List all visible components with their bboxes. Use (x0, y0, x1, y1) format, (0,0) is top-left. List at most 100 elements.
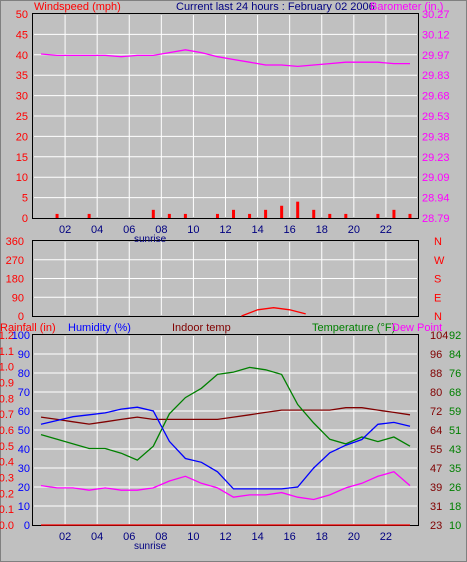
axis-labels: 5045403530252015105030.2730.1229.9729.83… (0, 9, 461, 552)
hour-tick-label: 06 (123, 531, 135, 543)
temperature-tick-label: 43 (449, 444, 461, 456)
hour-tick-label: 02 (59, 531, 71, 543)
humidity-tick-label: 50 (18, 425, 30, 437)
dew-point-label: Dew Point (392, 322, 442, 334)
temperature-tick-label: 59 (449, 406, 461, 418)
hour-tick-label: 16 (284, 531, 296, 543)
windspeed-tick-label: 25 (16, 111, 28, 123)
windspeed-tick-label: 40 (16, 50, 28, 62)
temperature-tick-label: 68 (449, 387, 461, 399)
windspeed-bar (344, 213, 348, 218)
humidity-tick-label: 20 (18, 482, 30, 494)
indoor-temp-label: Indoor temp (172, 322, 231, 334)
humidity-tick-label: 10 (18, 501, 30, 513)
hour-tick-label: 22 (380, 224, 392, 236)
rainfall-tick-label: 0.8 (0, 393, 14, 405)
indoor-temp-tick-label: 39 (430, 482, 442, 494)
windspeed-bar (392, 209, 396, 218)
rainfall-tick-label: 0.5 (0, 441, 14, 453)
temperature-tick-label: 10 (449, 520, 461, 532)
windspeed-tick-label: 30 (16, 91, 28, 103)
indoor-temp-tick-label: 88 (430, 368, 442, 380)
temperature-line (40, 366, 411, 461)
barometer-tick-label: 30.12 (422, 29, 450, 41)
direction-tick-label: 0 (18, 311, 24, 323)
compass-tick-label: S (434, 274, 441, 286)
compass-tick-label: E (434, 292, 441, 304)
grid-panel1 (34, 15, 417, 217)
temperature-tick-label: 18 (449, 501, 461, 513)
compass-tick-label: W (434, 255, 445, 267)
windspeed-axis-label: Windspeed (mph) (34, 1, 121, 13)
grid-panel2 (34, 242, 417, 315)
windspeed-bar (183, 213, 187, 218)
temperature-tick-label: 35 (449, 463, 461, 475)
direction-tick-label: 90 (12, 292, 24, 304)
indoor-temp-tick-label: 47 (430, 463, 442, 475)
direction-tick-label: 360 (6, 236, 24, 248)
temperature-label: Temperature (°F) (312, 322, 395, 334)
windspeed-bar (167, 213, 171, 218)
barometer-tick-label: 29.09 (422, 172, 450, 184)
hour-tick-label: 04 (91, 224, 103, 236)
rainfall-tick-label: 0.1 (0, 504, 14, 516)
rainfall-tick-label: 0.7 (0, 409, 14, 421)
windspeed-bar (280, 205, 284, 218)
direction-tick-label: 180 (6, 274, 24, 286)
windspeed-bar (296, 201, 300, 218)
humidity-label: Humidity (%) (68, 322, 131, 334)
windspeed-bar (312, 209, 316, 218)
compass-tick-label: N (434, 311, 442, 323)
direction-tick-label: 270 (6, 255, 24, 267)
hour-tick-label: 02 (59, 224, 71, 236)
rainfall-tick-label: 1.0 (0, 362, 14, 374)
indoor-temp-tick-label: 72 (430, 406, 442, 418)
temperature-tick-label: 84 (449, 349, 461, 361)
indoor-temp-tick-label: 55 (430, 444, 442, 456)
windspeed-bar (87, 213, 91, 218)
barometer-tick-label: 28.94 (422, 193, 450, 205)
humidity-tick-label: 60 (18, 406, 30, 418)
sunrise-label: sunrise (134, 541, 167, 552)
indoor-temp-tick-label: 80 (430, 387, 442, 399)
grid-panel3 (34, 336, 417, 524)
humidity-tick-label: 70 (18, 387, 30, 399)
temperature-tick-label: 92 (449, 330, 461, 342)
windspeed-tick-label: 20 (16, 131, 28, 143)
windspeed-bar (264, 209, 268, 218)
chart-marks (40, 49, 412, 526)
windspeed-tick-label: 50 (16, 9, 28, 21)
hour-tick-label: 06 (123, 224, 135, 236)
rainfall-tick-label: 0.9 (0, 378, 14, 390)
hour-tick-label: 10 (187, 531, 199, 543)
barometer-tick-label: 29.38 (422, 131, 450, 143)
barometer-tick-label: 30.27 (422, 9, 450, 21)
rainfall-label: Rainfall (in) (0, 322, 56, 334)
hour-tick-label: 20 (348, 224, 360, 236)
indoor-temp-tick-label: 64 (430, 425, 442, 437)
chart-title: Current last 24 hours : February 02 2006 (176, 1, 375, 13)
rainfall-tick-label: 1.2 (0, 330, 14, 342)
humidity-tick-label: 0 (24, 520, 30, 532)
humidity-tick-label: 90 (18, 349, 30, 361)
temperature-tick-label: 76 (449, 368, 461, 380)
barometer-tick-label: 29.23 (422, 152, 450, 164)
hour-tick-label: 22 (380, 531, 392, 543)
barometer-tick-label: 29.53 (422, 111, 450, 123)
windspeed-tick-label: 0 (22, 213, 28, 225)
windspeed-bar (55, 213, 59, 218)
humidity-line (40, 406, 411, 490)
windspeed-bar (232, 209, 236, 218)
rainfall-tick-label: 0.0 (0, 520, 14, 532)
wind-barometer-panel (32, 13, 419, 219)
indoor-temp-tick-label: 96 (430, 349, 442, 361)
hour-tick-label: 10 (187, 224, 199, 236)
hour-tick-label: 18 (316, 531, 328, 543)
barometer-line (40, 49, 410, 68)
barometer-tick-label: 28.79 (422, 213, 450, 225)
windspeed-tick-label: 35 (16, 70, 28, 82)
humidity-tick-label: 80 (18, 368, 30, 380)
